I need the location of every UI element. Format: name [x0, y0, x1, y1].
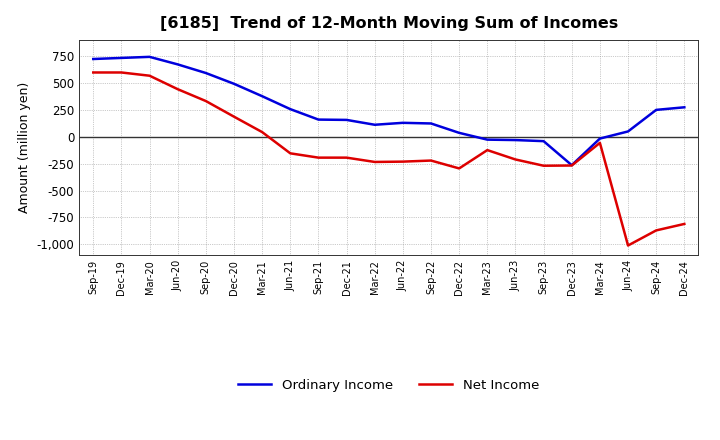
Ordinary Income [680, 105, 688, 110]
Ordinary Income [624, 129, 632, 134]
Legend: Ordinary Income, Net Income: Ordinary Income, Net Income [233, 374, 544, 397]
Ordinary Income [399, 120, 408, 125]
Ordinary Income [258, 94, 266, 99]
Ordinary Income [539, 139, 548, 144]
Ordinary Income [342, 117, 351, 123]
Net Income [680, 221, 688, 227]
Net Income [427, 158, 436, 163]
Ordinary Income [145, 54, 154, 59]
Net Income [174, 87, 182, 92]
Ordinary Income [595, 136, 604, 141]
Ordinary Income [202, 70, 210, 76]
Net Income [652, 228, 660, 233]
Net Income [145, 73, 154, 78]
Ordinary Income [483, 137, 492, 142]
Net Income [202, 99, 210, 104]
Title: [6185]  Trend of 12-Month Moving Sum of Incomes: [6185] Trend of 12-Month Moving Sum of I… [160, 16, 618, 32]
Net Income [314, 155, 323, 160]
Ordinary Income [370, 122, 379, 128]
Ordinary Income [455, 130, 464, 136]
Net Income [286, 150, 294, 156]
Ordinary Income [511, 137, 520, 143]
Ordinary Income [174, 62, 182, 67]
Net Income [89, 70, 98, 75]
Ordinary Income [567, 162, 576, 168]
Ordinary Income [230, 81, 238, 86]
Net Income [342, 155, 351, 160]
Net Income [511, 157, 520, 162]
Ordinary Income [427, 121, 436, 126]
Ordinary Income [89, 56, 98, 62]
Y-axis label: Amount (million yen): Amount (million yen) [18, 82, 31, 213]
Net Income [399, 159, 408, 164]
Net Income [455, 166, 464, 171]
Net Income [230, 114, 238, 119]
Ordinary Income [286, 106, 294, 112]
Net Income [370, 159, 379, 165]
Net Income [483, 147, 492, 153]
Net Income [567, 163, 576, 168]
Line: Ordinary Income: Ordinary Income [94, 57, 684, 165]
Ordinary Income [314, 117, 323, 122]
Ordinary Income [652, 107, 660, 113]
Net Income [595, 140, 604, 146]
Line: Net Income: Net Income [94, 73, 684, 246]
Net Income [117, 70, 126, 75]
Ordinary Income [117, 55, 126, 61]
Net Income [258, 129, 266, 135]
Net Income [624, 243, 632, 248]
Net Income [539, 163, 548, 169]
